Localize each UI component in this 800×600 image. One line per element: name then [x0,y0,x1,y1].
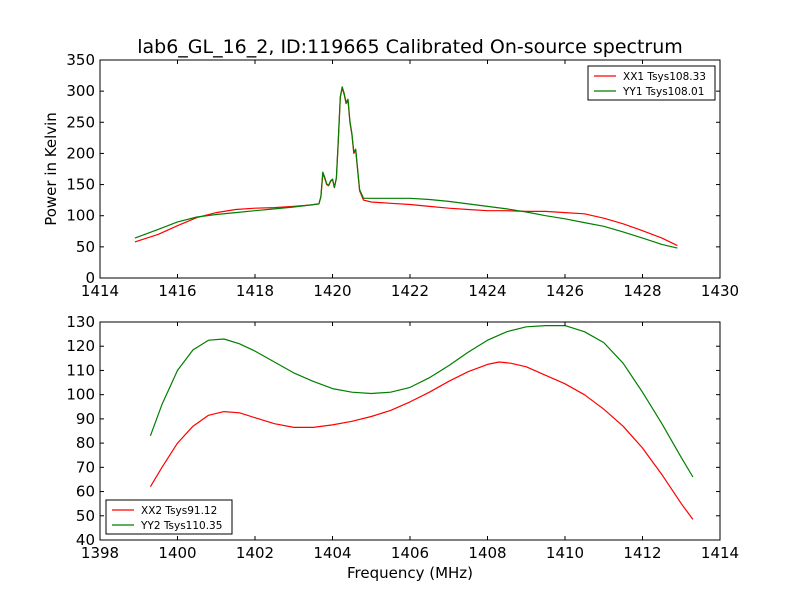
y-tick-label: 250 [66,113,95,131]
series-lines [134,86,678,249]
y-tick-label: 0 [85,269,95,287]
y-tick-label: 90 [76,410,95,428]
series-line-yy2 [149,325,694,478]
chart-title: lab6_GL_16_2, ID:119665 Calibrated On-so… [137,36,683,58]
series-line-yy1 [134,86,678,249]
y-tick-label: 150 [66,176,95,194]
x-tick-label: 1398 [81,544,119,562]
x-tick-label: 1404 [313,544,351,562]
y-tick-label: 70 [76,458,95,476]
y-tick-label: 130 [66,313,95,331]
top-panel: 1414 1416 1418 1420 1422 1424 1426 1428 1430 0 50 1… [42,51,739,300]
y-tick-label: 100 [66,386,95,404]
legend-label: XX1 Tsys108.33 [623,71,706,83]
y-tick-label: 50 [76,507,95,525]
y-tick-label: 200 [66,144,95,162]
legend-label: XX2 Tsys91.12 [141,505,217,517]
y-tick-label: 110 [66,361,95,379]
y-tick-label: 80 [76,434,95,452]
legend: XX2 Tsys91.12 YY2 Tsys110.35 [105,499,233,535]
legend-label: YY1 Tsys108.01 [622,86,704,98]
x-tick-label: 1428 [623,282,661,300]
x-tick-label: 1422 [391,282,429,300]
y-tick-label: 100 [66,207,95,225]
x-tick-label: 1416 [158,282,196,300]
legend-label: YY2 Tsys110.35 [140,520,222,532]
y-tick-label: 40 [76,531,95,549]
x-tick-label: 1414 [701,544,739,562]
x-tick-label: 1414 [81,282,119,300]
x-tick-label: 1424 [468,282,506,300]
legend: XX1 Tsys108.33 YY1 Tsys108.01 [587,65,716,101]
bottom-panel: 1398 1400 1402 1404 1406 1408 1410 1412 1414 40 50… [66,313,739,582]
y-tick-label: 300 [66,82,95,100]
x-tick-label: 1408 [468,544,506,562]
y-tick-label: 120 [66,337,95,355]
x-tick-label: 1406 [391,544,429,562]
x-tick-label: 1418 [236,282,274,300]
y-tick-label: 50 [76,238,95,256]
x-tick-label: 1410 [546,544,584,562]
x-tick-label: 1412 [623,544,661,562]
x-axis-label: Frequency (MHz) [347,564,473,582]
x-tick-label: 1420 [313,282,351,300]
y-tick-label: 350 [66,51,95,69]
legend-box [587,65,716,101]
y-axis-label: Power in Kelvin [42,112,60,226]
x-tick-label: 1426 [546,282,584,300]
series-line-xx2 [149,361,694,520]
series-lines [149,325,694,520]
y-tick-label: 60 [76,483,95,501]
x-tick-label: 1430 [701,282,739,300]
x-tick-label: 1402 [236,544,274,562]
x-tick-label: 1400 [158,544,196,562]
legend-box [105,499,233,535]
